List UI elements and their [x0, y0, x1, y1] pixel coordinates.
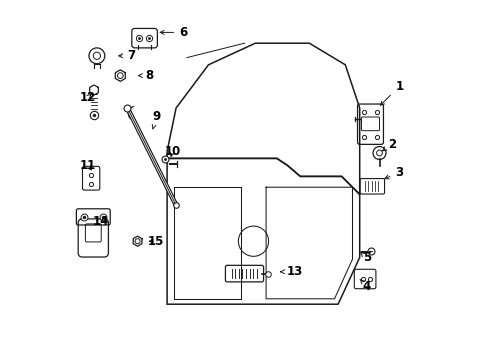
- Text: 5: 5: [359, 251, 370, 264]
- Text: 12: 12: [80, 91, 96, 104]
- Text: 8: 8: [138, 69, 153, 82]
- Text: 1: 1: [380, 80, 403, 105]
- Text: 13: 13: [280, 265, 303, 278]
- Text: 11: 11: [80, 159, 96, 172]
- Text: 15: 15: [148, 235, 164, 248]
- Text: 6: 6: [160, 26, 187, 39]
- Text: 4: 4: [359, 279, 370, 293]
- Text: 9: 9: [152, 111, 160, 129]
- Text: 7: 7: [119, 49, 135, 62]
- Text: 3: 3: [384, 166, 403, 179]
- Text: 2: 2: [382, 138, 395, 151]
- Text: 14: 14: [92, 215, 108, 228]
- Text: 10: 10: [164, 145, 180, 158]
